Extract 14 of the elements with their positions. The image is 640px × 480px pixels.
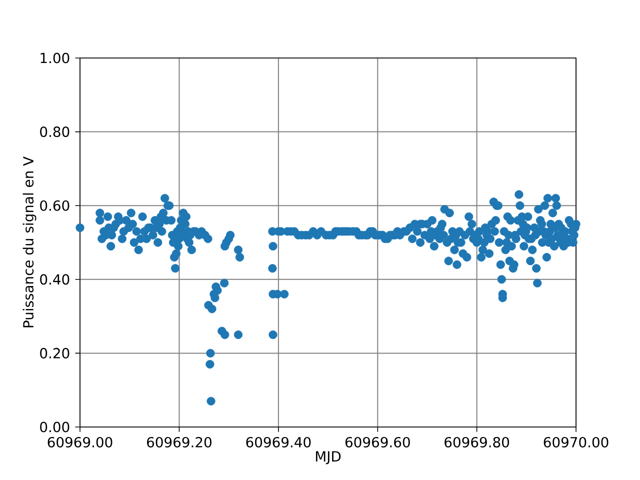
y-tick-label: 0.60 [40,200,70,211]
y-tick-label: 0.20 [40,348,70,358]
x-tick-label: 60969.60 [345,436,410,448]
x-tick-label: 60970.00 [544,436,608,448]
y-tick-label: 1.00 [40,52,70,64]
y-tick-label: 0.80 [40,126,70,138]
y-tick-label: 0.40 [40,274,70,285]
y-tick-label: 0.00 [40,422,70,432]
x-tick-label: 60969.20 [147,436,212,448]
x-axis-title: MJD [316,451,341,464]
y-axis-title: Puissance du signal en V [22,156,36,328]
x-tick-label: 60969.80 [444,436,510,448]
x-tick-label: 60969.00 [48,436,112,448]
x-tick-label: 60969.40 [246,436,311,448]
